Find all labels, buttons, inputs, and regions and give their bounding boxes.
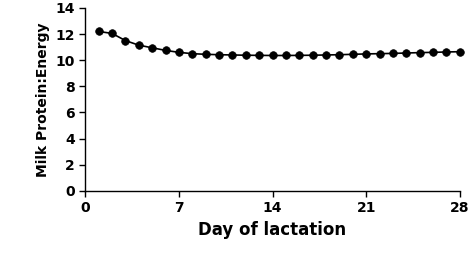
Y-axis label: Milk Protein:Energy: Milk Protein:Energy	[36, 22, 50, 177]
X-axis label: Day of lactation: Day of lactation	[199, 221, 346, 239]
